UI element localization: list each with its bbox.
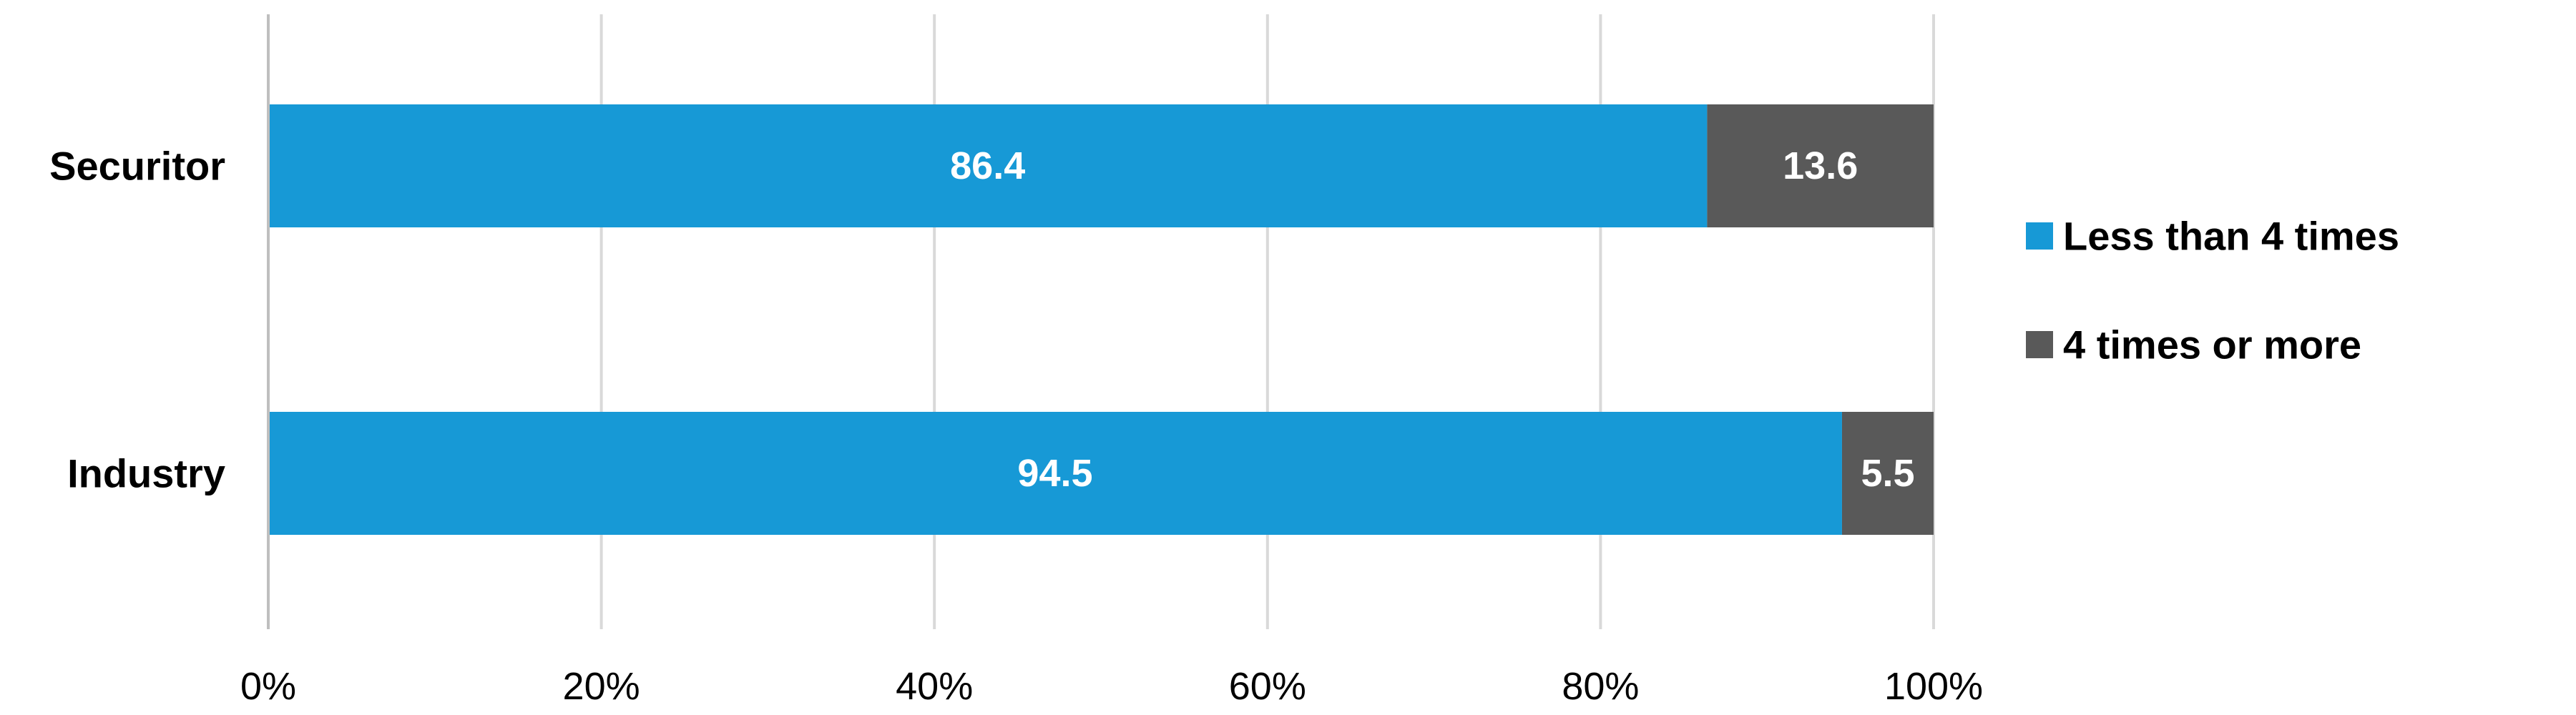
data-labels: 86.4 13.6 94.5 5.5 [950,144,1914,495]
data-label: 86.4 [950,144,1025,187]
bars [268,104,1934,535]
x-tick-label: 40% [896,665,973,708]
bar-segment [268,412,1842,535]
x-tick-label: 60% [1229,665,1306,708]
data-label: 5.5 [1861,452,1914,495]
x-tick-labels: 0% 20% 40% 60% 80% 100% [240,665,1983,708]
x-tick-label: 0% [240,665,296,708]
bar-segment [268,104,1708,227]
legend-label: Less than 4 times [2063,214,2399,259]
x-tick-label: 100% [1884,665,1983,708]
category-label: Securitor [49,144,225,189]
bar-segment [1707,104,1934,227]
x-tick-label: 20% [563,665,640,708]
legend-swatch [2026,331,2053,358]
category-labels: Securitor Industry [49,144,225,496]
data-label: 94.5 [1017,452,1092,495]
legend: Less than 4 times 4 times or more [2026,214,2399,368]
data-label: 13.6 [1783,144,1858,187]
bar-segment [1841,412,1934,535]
legend-label: 4 times or more [2063,322,2361,368]
x-tick-label: 80% [1562,665,1639,708]
legend-swatch [2026,222,2053,250]
category-label: Industry [67,451,225,496]
